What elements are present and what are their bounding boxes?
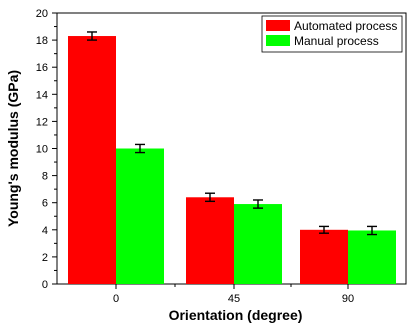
x-tick-label-0: 0 xyxy=(113,293,119,305)
y-tick-label-0: 0 xyxy=(42,279,48,291)
error-bars-layer xyxy=(87,31,377,236)
legend-swatch-manual xyxy=(266,35,290,46)
bar-1-0 xyxy=(116,148,164,284)
y-tick-label-2: 4 xyxy=(42,225,48,237)
legend: Automated process Manual process xyxy=(261,15,403,53)
bar-1-1 xyxy=(234,204,282,284)
y-tick-label-7: 14 xyxy=(36,89,48,101)
y-axis-title: Young's modulus (GPa) xyxy=(5,70,21,227)
y-tick-label-6: 12 xyxy=(36,116,48,128)
bar-1-2 xyxy=(348,230,396,284)
y-tick-label-9: 18 xyxy=(36,35,48,47)
legend-swatch-automated xyxy=(266,20,290,31)
bar-0-0 xyxy=(68,36,116,284)
legend-label-manual: Manual process xyxy=(294,34,379,48)
y-tick-label-1: 2 xyxy=(42,252,48,264)
y-tick-label-4: 8 xyxy=(42,171,48,183)
x-tick-label-1: 45 xyxy=(228,293,240,305)
y-axis: 0 2 4 6 8 10 12 14 16 18 20 xyxy=(36,8,57,291)
y-tick-label-10: 20 xyxy=(36,8,48,20)
y-tick-label-5: 10 xyxy=(36,144,48,156)
x-axis: 0 45 90 xyxy=(113,284,354,305)
x-tick-label-2: 90 xyxy=(342,293,354,305)
y-tick-label-3: 6 xyxy=(42,198,48,210)
legend-label-automated: Automated process xyxy=(294,19,397,33)
bar-0-1 xyxy=(186,197,234,284)
y-tick-label-8: 16 xyxy=(36,62,48,74)
bars-layer xyxy=(68,36,396,284)
bar-0-2 xyxy=(300,229,348,284)
x-axis-title: Orientation (degree) xyxy=(169,307,303,323)
